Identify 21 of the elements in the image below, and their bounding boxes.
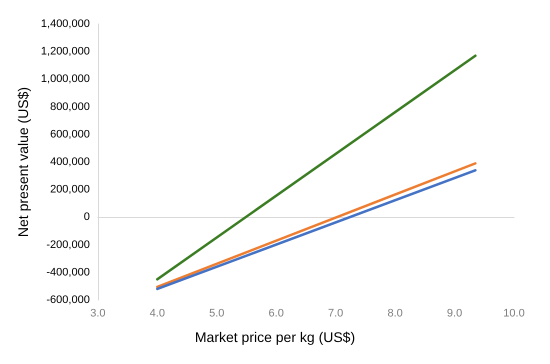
y-tick-label: 200,000 bbox=[50, 184, 90, 196]
y-tick-label: -400,000 bbox=[46, 266, 90, 278]
x-tick-label: 7.0 bbox=[328, 308, 344, 320]
x-tick-label: 10.0 bbox=[503, 308, 525, 320]
x-tick-label: 8.0 bbox=[387, 308, 403, 320]
x-tick-label: 5.0 bbox=[209, 308, 224, 320]
y-tick-label: 600,000 bbox=[50, 128, 90, 140]
x-tick-label: 6.0 bbox=[268, 308, 284, 320]
y-tick-label: 1,200,000 bbox=[40, 46, 90, 58]
y-tick-label: -600,000 bbox=[46, 294, 90, 306]
y-tick-label: 400,000 bbox=[50, 156, 90, 168]
x-axis-title: Market price per kg (US$) bbox=[194, 329, 356, 345]
y-tick-label: 800,000 bbox=[50, 100, 90, 113]
y-tick-label: -200,000 bbox=[46, 238, 90, 251]
x-tick-label: 4.0 bbox=[150, 308, 165, 320]
y-tick-label: 1,000,000 bbox=[40, 73, 90, 86]
x-tick-label: 3.0 bbox=[90, 308, 106, 320]
y-tick-label: 1,400,000 bbox=[40, 18, 90, 30]
y-tick-label: 0 bbox=[84, 211, 90, 224]
y-axis-title: Net present value (US$) bbox=[15, 86, 31, 238]
x-tick-label: 9.0 bbox=[446, 308, 462, 320]
